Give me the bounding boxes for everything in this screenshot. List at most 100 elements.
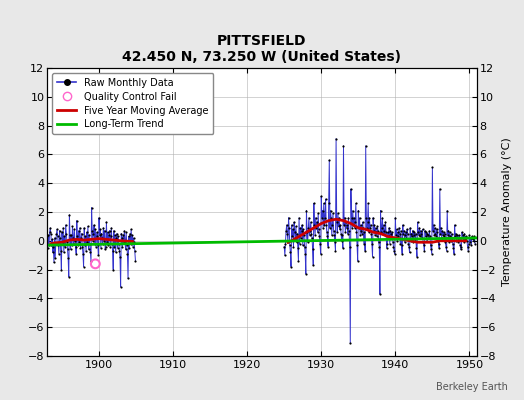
Point — [87, 258, 95, 264]
Point — [75, 225, 84, 231]
Point — [422, 229, 430, 235]
Point — [370, 222, 378, 228]
Title: PITTSFIELD
42.450 N, 73.250 W (United States): PITTSFIELD 42.450 N, 73.250 W (United St… — [123, 34, 401, 64]
Point — [59, 225, 68, 231]
Point — [456, 246, 465, 253]
Point — [45, 242, 53, 248]
Point — [314, 226, 323, 232]
Point — [70, 240, 78, 247]
Point — [357, 228, 366, 234]
Point — [427, 246, 435, 253]
Point — [320, 222, 329, 228]
Point — [468, 233, 476, 240]
Point — [391, 214, 399, 221]
Point — [351, 219, 359, 225]
Point — [409, 239, 418, 246]
Point — [403, 226, 411, 232]
Point — [96, 245, 105, 251]
Point — [425, 228, 433, 234]
Point — [424, 232, 432, 238]
Point — [447, 238, 455, 244]
Point — [373, 223, 381, 230]
Point — [323, 233, 332, 240]
Point — [283, 230, 291, 237]
Point — [63, 246, 72, 253]
Point — [54, 242, 62, 248]
Point — [385, 225, 394, 231]
Point — [402, 229, 410, 235]
Point — [399, 230, 408, 237]
Point — [327, 214, 335, 221]
Point — [102, 243, 110, 250]
Point — [126, 240, 135, 247]
Point — [108, 240, 116, 247]
Point — [286, 249, 294, 256]
Point — [339, 245, 347, 251]
Point — [47, 230, 55, 237]
Point — [338, 232, 346, 238]
Point — [389, 243, 398, 250]
Point — [355, 225, 363, 231]
Point — [106, 233, 115, 240]
Point — [421, 228, 429, 234]
Point — [383, 245, 391, 251]
Point — [386, 228, 395, 234]
Point — [43, 245, 52, 251]
Point — [285, 225, 293, 231]
Point — [66, 232, 74, 238]
Point — [105, 228, 114, 234]
Point — [359, 225, 367, 231]
Point — [289, 243, 298, 250]
Point — [118, 235, 126, 241]
Point — [97, 230, 106, 237]
Point — [88, 204, 96, 211]
Point — [371, 232, 379, 238]
Point — [444, 228, 453, 234]
Point — [345, 243, 354, 250]
Point — [365, 214, 374, 221]
Point — [445, 239, 453, 246]
Point — [440, 233, 449, 240]
Point — [356, 232, 364, 238]
Point — [313, 229, 322, 235]
Point — [53, 233, 62, 240]
Point — [460, 239, 468, 246]
Point — [334, 210, 342, 217]
Point — [354, 207, 363, 214]
Point — [291, 235, 300, 241]
Point — [282, 222, 291, 228]
Point — [414, 229, 422, 235]
Point — [74, 242, 82, 248]
Point — [452, 230, 460, 237]
Point — [357, 222, 365, 228]
Point — [429, 228, 437, 234]
Point — [58, 229, 66, 235]
Point — [100, 238, 108, 244]
Point — [313, 219, 321, 225]
Point — [113, 245, 122, 251]
Point — [380, 232, 389, 238]
Y-axis label: Temperature Anomaly (°C): Temperature Anomaly (°C) — [501, 138, 511, 286]
Point — [362, 142, 370, 149]
Point — [310, 200, 318, 206]
Point — [323, 229, 331, 235]
Point — [53, 226, 61, 232]
Point — [372, 225, 380, 231]
Point — [296, 225, 304, 231]
Point — [420, 242, 428, 248]
Point — [73, 218, 81, 224]
Point — [85, 232, 93, 238]
Point — [73, 233, 82, 240]
Point — [434, 240, 443, 247]
Point — [120, 228, 128, 234]
Point — [400, 228, 408, 234]
Point — [321, 196, 330, 202]
Point — [428, 250, 436, 257]
Point — [68, 242, 76, 248]
Point — [93, 229, 101, 235]
Point — [337, 230, 345, 237]
Point — [91, 226, 100, 232]
Point — [319, 225, 328, 231]
Point — [336, 222, 345, 228]
Point — [129, 235, 138, 241]
